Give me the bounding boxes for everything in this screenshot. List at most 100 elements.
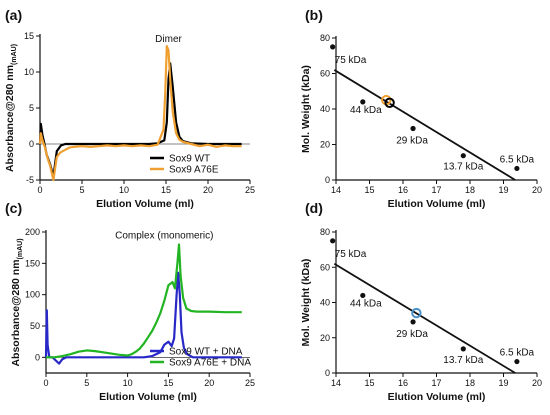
y-axis-label: Mol. Weight (kDa) bbox=[300, 65, 312, 153]
x-tick-label: 0 bbox=[43, 378, 48, 388]
point-label: 13.7 kDa bbox=[443, 355, 483, 366]
y-tick-label: 15 bbox=[24, 31, 34, 41]
x-tick-label: 16 bbox=[398, 378, 408, 388]
series-line-1 bbox=[45, 243, 242, 359]
y-tick-label: 60 bbox=[320, 69, 330, 79]
data-point bbox=[514, 165, 520, 172]
point-label: 6.5 kDa bbox=[500, 154, 535, 165]
y-tick-label: 20 bbox=[320, 140, 330, 150]
data-point bbox=[460, 346, 466, 352]
y-tick-label: 40 bbox=[320, 298, 330, 308]
y-tick-label: 50 bbox=[30, 321, 40, 331]
panel-label: (d) bbox=[305, 200, 323, 216]
x-axis-label: Elution Volume (ml) bbox=[96, 198, 194, 210]
y-tick-label: 0 bbox=[325, 368, 330, 378]
x-axis-label: Elution Volume (ml) bbox=[99, 391, 197, 403]
panel-d: (d) 14 15 16 17 18 19 20 0 20 40 60 80 Elution Volume… bbox=[300, 200, 542, 403]
peak-annotation: Complex (monomeric) bbox=[115, 230, 213, 241]
x-tick-label: 15 bbox=[364, 378, 374, 388]
x-tick-label: 16 bbox=[398, 185, 408, 195]
fit-line bbox=[333, 69, 516, 181]
y-tick-label: 10 bbox=[24, 67, 34, 77]
y-axis-label-unit: (mAU) bbox=[17, 238, 24, 259]
x-tick-label: 15 bbox=[161, 185, 171, 195]
data-point bbox=[360, 99, 366, 105]
x-tick-label: 20 bbox=[532, 378, 542, 388]
x-tick-label: 20 bbox=[203, 185, 213, 195]
point-label: 6.5 kDa bbox=[500, 348, 535, 359]
legend-entry-1: Sox9 A76E bbox=[169, 165, 219, 176]
fit-line bbox=[333, 262, 516, 374]
x-axis-label: Elution Volume (ml) bbox=[388, 391, 486, 403]
y-axis-label-main: Absorbance@280 nm bbox=[4, 65, 16, 172]
y-tick-label: 20 bbox=[320, 333, 330, 343]
x-tick-label: 14 bbox=[331, 378, 341, 388]
y-axis-label: Mol. Weight (kDa) bbox=[300, 259, 312, 347]
y-tick-label: 60 bbox=[320, 262, 330, 272]
x-tick-label: 0 bbox=[37, 185, 42, 195]
y-tick-label: -5 bbox=[26, 175, 34, 185]
y-tick-label: 200 bbox=[25, 227, 40, 237]
panel-c: (c) 0 5 10 15 20 25 0 50 100 150 200 Elution Volume … bbox=[5, 200, 255, 403]
x-tick-label: 14 bbox=[331, 185, 341, 195]
panel-label: (b) bbox=[305, 7, 323, 23]
series-line-0 bbox=[44, 271, 242, 365]
y-axis-label-unit: (mAU) bbox=[11, 44, 18, 65]
data-point bbox=[360, 292, 366, 299]
y-axis-label-main: Mol. Weight (kDa) bbox=[300, 65, 312, 153]
y-tick-label: 0 bbox=[325, 175, 330, 185]
point-label: 29 kDa bbox=[396, 329, 428, 340]
point-label: 13.7 kDa bbox=[443, 162, 483, 173]
x-tick-label: 20 bbox=[204, 378, 214, 388]
data-point bbox=[330, 238, 336, 244]
y-tick-label: 80 bbox=[320, 227, 330, 237]
x-tick-label: 5 bbox=[79, 185, 84, 195]
legend-entry-0: Sox9 WT + DNA bbox=[169, 347, 243, 358]
data-point bbox=[514, 358, 520, 365]
x-tick-label: 25 bbox=[245, 185, 255, 195]
y-tick-label: 40 bbox=[320, 104, 330, 114]
y-axis-label-main: Mol. Weight (kDa) bbox=[300, 259, 312, 347]
x-tick-label: 18 bbox=[465, 378, 475, 388]
data-point bbox=[330, 44, 336, 50]
panel-label: (c) bbox=[5, 200, 22, 216]
x-tick-label: 10 bbox=[119, 185, 129, 195]
y-tick-label: 0 bbox=[29, 139, 34, 149]
x-tick-label: 15 bbox=[163, 378, 173, 388]
x-tick-label: 25 bbox=[245, 378, 255, 388]
panel-label: (a) bbox=[5, 7, 22, 23]
point-label: 44 kDa bbox=[350, 298, 382, 309]
data-point bbox=[410, 319, 416, 325]
x-tick-label: 18 bbox=[465, 185, 475, 195]
series-line-0 bbox=[38, 62, 242, 178]
x-tick-label: 5 bbox=[84, 378, 89, 388]
x-tick-label: 19 bbox=[498, 185, 508, 195]
y-axis-label: Absorbance@280 nm(mAU) bbox=[4, 44, 18, 172]
y-axis-label-main: Absorbance@280 nm bbox=[10, 259, 22, 366]
point-label: 75 kDa bbox=[335, 249, 367, 260]
y-axis-label: Absorbance@280 nm(mAU) bbox=[10, 238, 24, 366]
panel-b: (b) 14 15 16 17 18 19 20 0 20 40 60 80 Elution Volume… bbox=[300, 7, 542, 210]
x-tick-label: 15 bbox=[364, 185, 374, 195]
y-tick-label: 5 bbox=[29, 103, 34, 113]
point-label: 44 kDa bbox=[350, 105, 382, 116]
x-tick-label: 20 bbox=[532, 185, 542, 195]
legend-entry-1: Sox9 A76E + DNA bbox=[169, 358, 251, 369]
point-label: 29 kDa bbox=[396, 136, 428, 147]
data-point bbox=[410, 125, 416, 132]
x-tick-label: 19 bbox=[498, 378, 508, 388]
sample-marker-1 bbox=[384, 97, 395, 108]
y-tick-label: 80 bbox=[320, 33, 330, 43]
x-tick-label: 17 bbox=[431, 378, 441, 388]
point-label: 75 kDa bbox=[335, 55, 367, 66]
y-tick-label: 100 bbox=[25, 290, 40, 300]
y-tick-label: 0 bbox=[35, 352, 40, 362]
x-tick-label: 10 bbox=[123, 378, 133, 388]
x-tick-label: 17 bbox=[431, 185, 441, 195]
y-tick-label: 150 bbox=[25, 258, 40, 268]
series-line-1 bbox=[38, 44, 242, 182]
peak-annotation: Dimer bbox=[155, 34, 182, 45]
data-point bbox=[460, 153, 466, 159]
